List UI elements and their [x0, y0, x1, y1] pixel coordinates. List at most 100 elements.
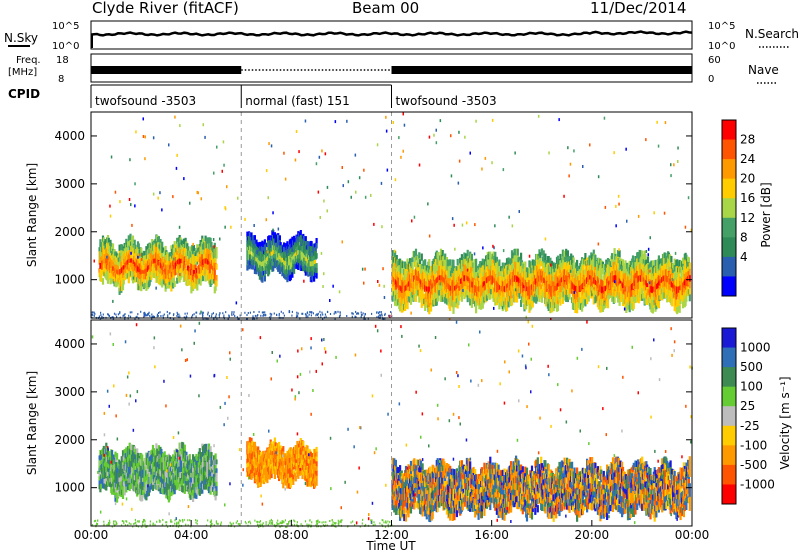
y-tick-label: 1000 [54, 273, 85, 287]
heatmap-cell [659, 274, 662, 280]
heatmap-cell [122, 477, 125, 483]
heatmap-speck [223, 316, 225, 319]
heatmap-cell [658, 285, 661, 291]
heatmap-cell [399, 258, 402, 266]
heatmap-speck [178, 313, 180, 316]
heatmap-cell [190, 263, 193, 270]
heatmap-speck [263, 314, 265, 317]
heatmap-cell [688, 288, 691, 295]
heatmap-cell [303, 235, 306, 241]
heatmap-cell [400, 273, 403, 281]
heatmap-speck [329, 313, 332, 315]
heatmap-cell [678, 305, 681, 313]
heatmap-speck [151, 313, 153, 316]
heatmap-speck [329, 299, 331, 302]
heatmap-speck [617, 194, 620, 198]
heatmap-speck [677, 146, 679, 150]
heatmap-speck [326, 209, 328, 213]
heatmap-speck [119, 312, 121, 315]
heatmap-speck [548, 151, 550, 155]
heatmap-speck [614, 280, 616, 284]
heatmap-cell [602, 264, 605, 271]
heatmap-cell [118, 244, 121, 252]
heatmap-speck [202, 314, 204, 317]
heatmap-cell [126, 247, 129, 253]
heatmap-speck [166, 310, 168, 313]
heatmap-speck [687, 196, 690, 200]
heatmap-cell [549, 257, 552, 266]
heatmap-cell [272, 229, 275, 236]
heatmap-cell [641, 288, 644, 295]
heatmap-cell [311, 266, 314, 271]
heatmap-cell [644, 253, 647, 261]
heatmap-speck [179, 273, 181, 277]
heatmap-speck [623, 307, 626, 311]
colorbar-swatch [722, 237, 736, 258]
heatmap-speck [179, 315, 181, 318]
heatmap-speck [645, 138, 647, 142]
heatmap-speck [648, 281, 651, 285]
heatmap-cell [410, 277, 413, 284]
heatmap-cell [293, 268, 296, 274]
heatmap-cell [304, 260, 307, 266]
heatmap-cell [424, 272, 427, 279]
heatmap-cell [641, 292, 645, 299]
heatmap-speck [94, 312, 96, 315]
heatmap-cell [651, 306, 655, 314]
heatmap-cell [641, 254, 645, 260]
heatmap-cell [206, 269, 209, 276]
plot-title: Clyde River (fitACF) [92, 0, 239, 17]
heatmap-speck [355, 316, 357, 318]
heatmap-cell [540, 295, 544, 303]
heatmap-cell [120, 481, 123, 487]
heatmap-speck [380, 311, 382, 313]
heatmap-cell [284, 243, 287, 249]
heatmap-cell [505, 258, 509, 266]
heatmap-speck [391, 315, 393, 318]
heatmap-cell [304, 270, 307, 276]
heatmap-cell [495, 256, 498, 264]
heatmap-cell [455, 270, 458, 276]
heatmap-cell [457, 299, 460, 306]
heatmap-cell [590, 275, 593, 282]
heatmap-cell [121, 470, 124, 476]
heatmap-cell [272, 260, 275, 267]
sky-tick-top: 10^5 [52, 21, 79, 32]
heatmap-speck [537, 114, 540, 118]
heatmap-cell [453, 301, 456, 308]
heatmap-cell [413, 294, 416, 301]
colorbar-swatch [722, 198, 736, 219]
heatmap-speck [196, 311, 198, 314]
heatmap-speck [570, 276, 572, 280]
heatmap-speck [253, 224, 255, 227]
heatmap-cell [161, 281, 164, 288]
heatmap-speck [246, 314, 248, 316]
heatmap-speck [657, 144, 660, 148]
heatmap-cell [501, 262, 504, 269]
heatmap-cell [624, 285, 627, 293]
heatmap-cell [121, 250, 124, 257]
heatmap-cell [528, 299, 531, 307]
heatmap-cell [631, 289, 635, 298]
heatmap-cell [545, 292, 549, 298]
heatmap-speck [111, 316, 113, 319]
heatmap-speck [152, 192, 155, 196]
heatmap-cell [494, 251, 497, 259]
heatmap-cell [565, 294, 568, 302]
heatmap-cell [610, 267, 613, 274]
heatmap-cell [473, 265, 476, 272]
heatmap-cell [437, 251, 440, 259]
heatmap-speck [179, 124, 181, 128]
heatmap-speck [202, 123, 204, 127]
heatmap-cell [543, 257, 546, 264]
heatmap-cell [215, 263, 218, 270]
heatmap-speck [378, 283, 381, 287]
heatmap-speck [377, 280, 379, 283]
heatmap-speck [119, 200, 121, 204]
heatmap-cell [110, 278, 113, 284]
heatmap-cell [661, 265, 664, 272]
heatmap-cell [687, 257, 690, 263]
heatmap-speck [135, 316, 137, 319]
heatmap-speck [322, 313, 324, 316]
